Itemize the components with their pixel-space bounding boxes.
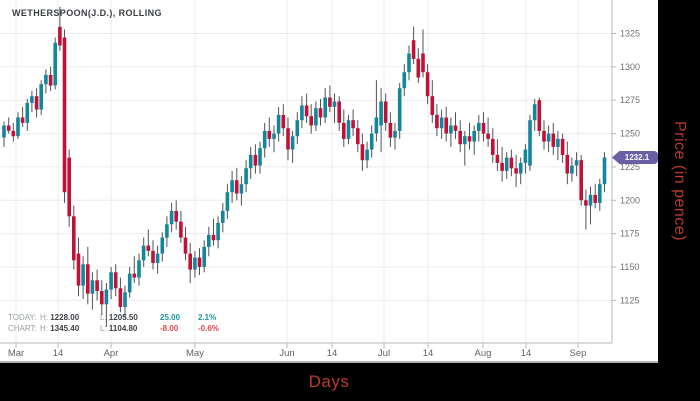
today-label: TODAY: bbox=[8, 313, 37, 322]
chart-title: WETHERSPOON(J.D.), ROLLING bbox=[12, 8, 162, 18]
svg-text:1125: 1125 bbox=[620, 295, 639, 305]
stats-row-today: TODAY: H: 1228.00 L: 1205.50 25.00 2.1% bbox=[8, 312, 219, 323]
svg-text:1275: 1275 bbox=[620, 95, 640, 105]
svg-text:14: 14 bbox=[327, 348, 338, 359]
chart-change-pct: -0.6% bbox=[198, 324, 219, 333]
svg-text:14: 14 bbox=[53, 348, 64, 359]
svg-text:14: 14 bbox=[521, 348, 532, 359]
svg-text:Jul: Jul bbox=[378, 348, 390, 359]
svg-text:Mar: Mar bbox=[8, 348, 24, 359]
svg-text:Jun: Jun bbox=[279, 348, 294, 359]
chart-high: 1345.40 bbox=[50, 324, 80, 333]
today-low: 1205.50 bbox=[108, 313, 138, 322]
svg-text:1225: 1225 bbox=[620, 162, 640, 172]
chart-low: 1104.80 bbox=[108, 324, 138, 333]
last-price-badge: 1232.1 bbox=[612, 151, 658, 164]
svg-text:May: May bbox=[186, 348, 204, 359]
svg-text:1300: 1300 bbox=[620, 62, 640, 72]
low-prefix: L: bbox=[100, 313, 107, 322]
svg-text:14: 14 bbox=[423, 348, 434, 359]
svg-text:Apr: Apr bbox=[104, 348, 119, 359]
today-high: 1228.00 bbox=[50, 313, 80, 322]
svg-text:1325: 1325 bbox=[620, 29, 640, 39]
stats-legend: TODAY: H: 1228.00 L: 1205.50 25.00 2.1% CHAR… bbox=[8, 312, 219, 334]
y-axis-title: Price (in pence) bbox=[671, 121, 688, 242]
svg-text:1175: 1175 bbox=[620, 229, 639, 239]
svg-text:Aug: Aug bbox=[475, 348, 492, 359]
chart-label: CHART: bbox=[8, 324, 37, 333]
svg-text:Sep: Sep bbox=[570, 348, 587, 359]
today-change-pct: 2.1% bbox=[198, 313, 217, 322]
svg-text:1250: 1250 bbox=[620, 129, 640, 139]
high-prefix: H: bbox=[40, 324, 48, 333]
svg-text:1200: 1200 bbox=[620, 195, 640, 205]
chart-panel: 1325 1300 1275 1250 1225 1200 1175 1150 1125 Mar 1… bbox=[0, 0, 658, 363]
chart-change: -8.00 bbox=[160, 324, 179, 333]
x-axis-title: Days bbox=[308, 372, 350, 391]
stats-row-chart: CHART: H: 1345.40 L: 1104.80 -8.00 -0.6% bbox=[8, 323, 219, 334]
svg-text:1150: 1150 bbox=[620, 262, 639, 272]
candlestick-chart[interactable]: 1325 1300 1275 1250 1225 1200 1175 1150 1125 Mar 1… bbox=[0, 0, 658, 361]
high-prefix: H: bbox=[40, 313, 48, 322]
low-prefix: L: bbox=[100, 324, 107, 333]
today-change: 25.00 bbox=[160, 313, 181, 322]
